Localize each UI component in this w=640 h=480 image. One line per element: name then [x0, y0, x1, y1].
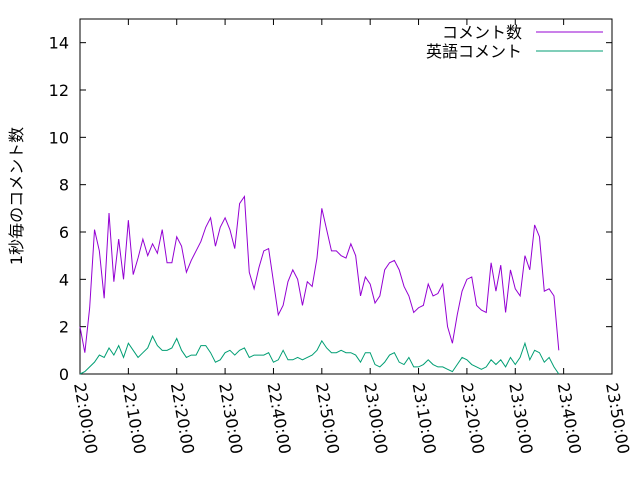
- series-group: [79, 195, 560, 375]
- x-tick-label: 22:10:00: [118, 381, 149, 455]
- x-tick-label: 23:50:00: [602, 381, 633, 455]
- series-line-1: [79, 195, 560, 353]
- x-tick-label: 23:30:00: [505, 381, 536, 455]
- y-axis: 0 2 4 6 8 10 12 14: [49, 34, 612, 384]
- series-line-2: [79, 334, 560, 375]
- legend-label: コメント数: [442, 23, 522, 42]
- y-tick-label: 4: [59, 270, 69, 289]
- x-tick-label: 22:40:00: [264, 381, 295, 455]
- y-tick-label: 2: [59, 318, 69, 337]
- y-tick-label: 12: [49, 81, 69, 100]
- x-tick-label: 22:20:00: [167, 381, 198, 455]
- y-tick-label: 6: [59, 223, 69, 242]
- x-tick-label: 22:30:00: [215, 381, 246, 455]
- x-tick-label: 23:00:00: [360, 381, 391, 455]
- y-tick-label: 14: [49, 34, 69, 53]
- legend-label: 英語コメント: [426, 42, 522, 61]
- plot-frame: [79, 18, 613, 375]
- x-tick-label: 22:00:00: [70, 381, 101, 455]
- y-tick-label: 8: [59, 176, 69, 195]
- y-tick-label: 10: [49, 128, 69, 147]
- x-tick-label: 23:40:00: [554, 381, 585, 455]
- y-axis-label: 1秒毎のコメント数: [7, 127, 26, 265]
- x-tick-label: 23:20:00: [457, 381, 488, 455]
- x-tick-label: 22:50:00: [312, 381, 343, 455]
- y-tick-label: 0: [59, 365, 69, 384]
- x-axis: 22:00:00 22:10:00 22:20:00 22:30:00 22:40:00…: [70, 19, 633, 455]
- x-tick-label: 23:10:00: [409, 381, 440, 455]
